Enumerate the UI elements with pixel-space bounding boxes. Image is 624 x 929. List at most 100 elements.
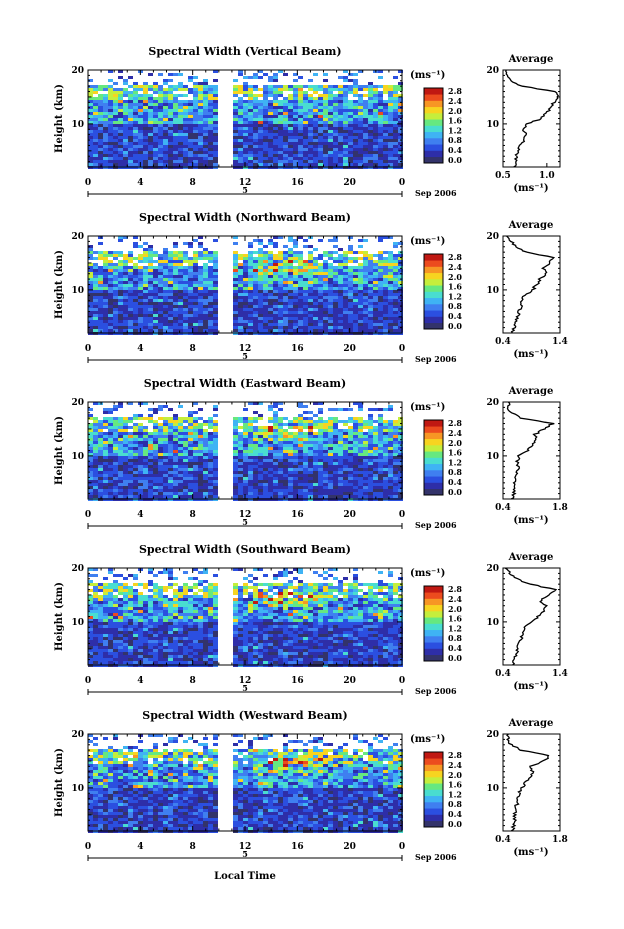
colorbar-segment bbox=[424, 752, 443, 759]
x-tick-label: 20 bbox=[343, 178, 356, 188]
colorbar-segment bbox=[424, 445, 443, 452]
colorbar-tick: 0.0 bbox=[448, 155, 462, 165]
colorbar-tick: 2.8 bbox=[448, 750, 462, 760]
colorbar-segment bbox=[424, 611, 443, 618]
profile-frame bbox=[502, 69, 561, 168]
colorbar-segment bbox=[424, 138, 443, 145]
profile-line bbox=[506, 235, 556, 334]
profile-line bbox=[506, 401, 555, 500]
y-axis-label: Height (km) bbox=[54, 84, 65, 153]
heatmap-title: Spectral Width (Northward Beam) bbox=[139, 211, 351, 224]
colorbar-segment bbox=[424, 291, 443, 299]
profile-y-tick: 20 bbox=[486, 66, 499, 76]
colorbar-segment bbox=[424, 150, 443, 158]
colorbar-tick: 1.6 bbox=[448, 282, 462, 292]
colorbar-segment bbox=[424, 420, 443, 427]
colorbar-segment bbox=[424, 316, 443, 324]
colorbar-tick: 2.0 bbox=[448, 106, 462, 116]
colorbar-segment bbox=[424, 642, 443, 649]
colorbar-tick: 1.6 bbox=[448, 614, 462, 624]
colorbar-segment bbox=[424, 802, 443, 809]
x-tick-label: 12 bbox=[239, 842, 252, 852]
colorbar-tick: 0.4 bbox=[448, 145, 462, 155]
colorbar-segment bbox=[424, 623, 443, 631]
profile-x-label: (ms⁻¹) bbox=[513, 183, 548, 194]
profile-frame bbox=[502, 401, 561, 500]
x-tick-label: 12 bbox=[239, 510, 252, 520]
x-tick-label: 20 bbox=[343, 344, 356, 354]
colorbar-segment bbox=[424, 457, 443, 465]
x-tick-label: 8 bbox=[190, 842, 196, 852]
colorbar-frame bbox=[423, 751, 444, 828]
profile-y-tick: 10 bbox=[486, 286, 499, 296]
colorbar-segment bbox=[424, 795, 443, 803]
profile-frame bbox=[502, 733, 561, 832]
colorbar-segment bbox=[424, 94, 443, 101]
colorbar-tick: 0.0 bbox=[448, 321, 462, 331]
colorbar-tick: 2.4 bbox=[448, 760, 462, 770]
colorbar-segment bbox=[424, 789, 443, 797]
profile-x-tick: 1.4 bbox=[552, 669, 568, 679]
colorbar-segment bbox=[424, 586, 443, 593]
profile-frame bbox=[502, 567, 561, 666]
profile-title: Average bbox=[508, 386, 554, 397]
profile-x-tick: 0.4 bbox=[495, 835, 511, 845]
profile-y-tick: 10 bbox=[486, 120, 499, 130]
colorbar-segment bbox=[424, 266, 443, 274]
colorbar-tick: 1.2 bbox=[448, 125, 462, 135]
colorbar-segment bbox=[424, 482, 443, 490]
colorbar-segment bbox=[424, 297, 443, 305]
profile-x-tick: 0.4 bbox=[495, 669, 511, 679]
heatmap-cells bbox=[88, 70, 403, 169]
x-tick-label: 16 bbox=[291, 510, 304, 520]
colorbar-segment bbox=[424, 432, 443, 440]
day-label: 5 bbox=[242, 517, 248, 527]
y-tick-label: 10 bbox=[71, 286, 84, 296]
colorbar-segment bbox=[424, 777, 443, 784]
day-label: 5 bbox=[242, 351, 248, 361]
y-axis-label: Height (km) bbox=[54, 250, 65, 319]
profile-line bbox=[505, 69, 560, 168]
colorbar-tick: 2.8 bbox=[448, 418, 462, 428]
colorbar-segment bbox=[424, 144, 443, 151]
colorbar-tick: 0.8 bbox=[448, 633, 462, 643]
y-axis-label: Height (km) bbox=[54, 582, 65, 651]
colorbar-segment bbox=[424, 770, 443, 778]
colorbar-segment bbox=[424, 285, 443, 292]
colorbar-segment bbox=[424, 758, 443, 765]
y-tick-label: 20 bbox=[71, 564, 84, 574]
colorbar-segment bbox=[424, 279, 443, 286]
y-tick-label: 10 bbox=[71, 120, 84, 130]
x-tick-label: 0 bbox=[85, 676, 91, 686]
colorbar-segment bbox=[424, 322, 443, 330]
x-axis-label: Local Time bbox=[214, 871, 276, 882]
x-tick-label: 0 bbox=[399, 344, 405, 354]
data-gap bbox=[222, 70, 232, 167]
colorbar-unit: (ms⁻¹) bbox=[410, 734, 445, 745]
colorbar-tick: 0.0 bbox=[448, 487, 462, 497]
colorbar-segment bbox=[424, 88, 443, 95]
date-label: Sep 2006 bbox=[415, 686, 457, 696]
colorbar-tick: 2.0 bbox=[448, 604, 462, 614]
y-tick-label: 10 bbox=[71, 618, 84, 628]
colorbar-segment bbox=[424, 100, 443, 108]
colorbar-segment bbox=[424, 820, 443, 828]
x-tick-label: 8 bbox=[190, 178, 196, 188]
colorbar-tick: 0.8 bbox=[448, 799, 462, 809]
day-label: 5 bbox=[242, 849, 248, 859]
profile-title: Average bbox=[508, 220, 554, 231]
colorbar-segment bbox=[424, 764, 443, 772]
x-tick-label: 0 bbox=[85, 510, 91, 520]
profile-x-tick: 1.8 bbox=[552, 503, 568, 513]
colorbar-segment bbox=[424, 125, 443, 133]
data-gap bbox=[222, 402, 232, 499]
colorbar-unit: (ms⁻¹) bbox=[410, 402, 445, 413]
x-tick-label: 20 bbox=[343, 842, 356, 852]
colorbar-tick: 0.4 bbox=[448, 477, 462, 487]
y-tick-label: 20 bbox=[71, 232, 84, 242]
y-tick-label: 20 bbox=[71, 66, 84, 76]
profile-x-tick: 0.5 bbox=[495, 171, 511, 181]
colorbar-tick: 2.4 bbox=[448, 96, 462, 106]
y-tick-label: 10 bbox=[71, 452, 84, 462]
